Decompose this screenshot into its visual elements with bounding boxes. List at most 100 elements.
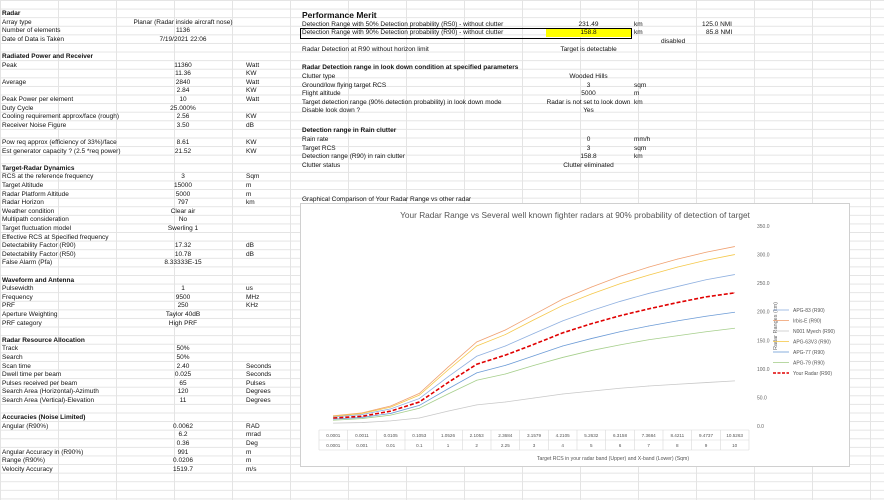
series-point: [504, 345, 506, 347]
row-unit: RAD: [246, 422, 260, 430]
row-label: Peak: [2, 61, 17, 69]
series-point: [734, 274, 736, 275]
table-label: Ground/low flying target RCS: [302, 81, 387, 89]
row-unit: Watt: [246, 61, 260, 69]
x-tick-lower: 2.25: [501, 443, 510, 448]
row-value[interactable]: 50%: [176, 354, 190, 361]
row-value[interactable]: 250: [177, 302, 189, 310]
series-point: [361, 417, 363, 418]
row-unit: KW: [246, 70, 257, 78]
row-label: Aperture Weighting: [2, 311, 58, 318]
x-tick-lower: 0.001: [356, 443, 368, 448]
row-label: Dwell time per beam: [2, 371, 62, 379]
series-point: [648, 266, 650, 268]
table-label: Detection range (R90) in rain clutter: [302, 153, 405, 161]
row-value[interactable]: 0.36: [176, 440, 190, 447]
row-value[interactable]: 11: [179, 397, 187, 404]
x-tick-upper: 2.1053: [470, 433, 484, 438]
y-tick-label: 350.0: [757, 224, 770, 230]
series-point: [390, 410, 392, 412]
row-value[interactable]: 15000: [173, 182, 193, 189]
x-tick-lower: 10: [732, 443, 738, 448]
row-value[interactable]: 11360: [174, 61, 192, 69]
row-label: PRF category: [2, 319, 42, 327]
series-point: [734, 254, 736, 255]
row-value[interactable]: Taylor 40dB: [165, 311, 201, 318]
row-value[interactable]: 0.0206: [173, 457, 193, 465]
row-value[interactable]: 6.2: [178, 431, 188, 439]
row-label: Target fluctuation model: [2, 225, 72, 232]
series-point: [476, 363, 478, 365]
row-value[interactable]: 0.025: [174, 371, 192, 379]
row-value[interactable]: Swerling 1: [167, 225, 199, 232]
table-value[interactable]: 3: [586, 81, 591, 89]
row-value[interactable]: 11.36: [175, 70, 191, 78]
row-label: Radar Resource Allocation: [2, 336, 85, 344]
row-value[interactable]: 10.78: [174, 250, 192, 258]
row-value[interactable]: 10: [179, 96, 187, 103]
row-value[interactable]: 2.84: [176, 87, 190, 95]
row-value[interactable]: 797: [177, 199, 189, 207]
series-point: [648, 325, 650, 327]
row-value[interactable]: 2.40: [176, 362, 190, 370]
row-value[interactable]: Clear air: [170, 207, 196, 215]
series-point: [590, 310, 592, 311]
series-point: [562, 357, 564, 358]
row-value[interactable]: No: [178, 216, 188, 224]
row-unit: Seconds: [246, 362, 272, 370]
row-unit: m: [246, 448, 252, 456]
r90-value[interactable]: 158.8: [546, 29, 631, 37]
row-value[interactable]: 3.50: [176, 121, 190, 129]
row-value[interactable]: 120: [177, 388, 189, 396]
series-point: [619, 283, 621, 285]
series-point: [447, 366, 449, 368]
table-value[interactable]: 5000: [581, 90, 596, 98]
table-value[interactable]: Radar is not set to look down: [546, 98, 631, 106]
series-point: [562, 298, 564, 300]
row-unit: mrad: [246, 431, 261, 439]
row-value[interactable]: 9500: [175, 293, 191, 301]
row-value[interactable]: 21.52: [174, 147, 192, 155]
table-value[interactable]: Yes: [583, 107, 594, 115]
row-value[interactable]: 7/19/2021 22:06: [159, 35, 207, 43]
rain-title: Detection range in Rain clutter: [302, 127, 397, 134]
series-point: [390, 414, 392, 416]
range-comparison-chart[interactable]: Your Radar Range vs Several well known f…: [300, 203, 850, 467]
merit-title: Performance Merit: [302, 10, 377, 20]
table-value[interactable]: 3: [586, 144, 591, 152]
chart-svg: Your Radar Range vs Several well known f…: [318, 210, 835, 462]
row-value[interactable]: 5000: [175, 190, 191, 198]
series-point: [390, 408, 392, 410]
table-value[interactable]: Wooded Hills: [569, 73, 608, 80]
row-value[interactable]: High PRF: [168, 319, 198, 327]
x-tick-upper: 5.2632: [584, 433, 598, 438]
row-value[interactable]: 25.000%: [170, 104, 196, 112]
row-value[interactable]: 17.32: [174, 242, 192, 250]
row-value[interactable]: 50%: [176, 345, 190, 353]
table-value[interactable]: 158.8: [580, 153, 597, 161]
row-value[interactable]: 2840: [175, 78, 191, 86]
row-value[interactable]: 1519.7: [173, 465, 193, 473]
series-point: [562, 332, 564, 334]
r50-value[interactable]: 231.49: [578, 21, 599, 28]
table-label: Target detection range (90% detection pr…: [302, 98, 502, 106]
row-value[interactable]: 8.33333E-15: [164, 259, 202, 267]
series-point: [533, 319, 535, 321]
row-value[interactable]: 65: [179, 379, 187, 387]
row-value[interactable]: 8.61: [176, 139, 190, 146]
row-unit: Pulses: [246, 379, 266, 387]
row-value[interactable]: 991: [177, 448, 189, 456]
row-value[interactable]: 0.0062: [173, 422, 193, 430]
r90-nmi: 85.8 NMI: [706, 29, 733, 36]
table-value[interactable]: Clutter eliminated: [563, 161, 614, 169]
row-value[interactable]: Planar (Radar inside aircraft nose): [133, 18, 233, 26]
series-point: [705, 279, 707, 281]
series-point: [533, 397, 535, 399]
row-value[interactable]: 1136: [176, 27, 190, 35]
row-value[interactable]: 2.56: [176, 113, 190, 121]
table-value[interactable]: 0: [586, 136, 591, 143]
x-tick-lower: 4: [561, 443, 564, 448]
row-value[interactable]: 3: [181, 173, 185, 181]
series-point: [590, 338, 592, 339]
row-value[interactable]: 1: [181, 285, 185, 293]
